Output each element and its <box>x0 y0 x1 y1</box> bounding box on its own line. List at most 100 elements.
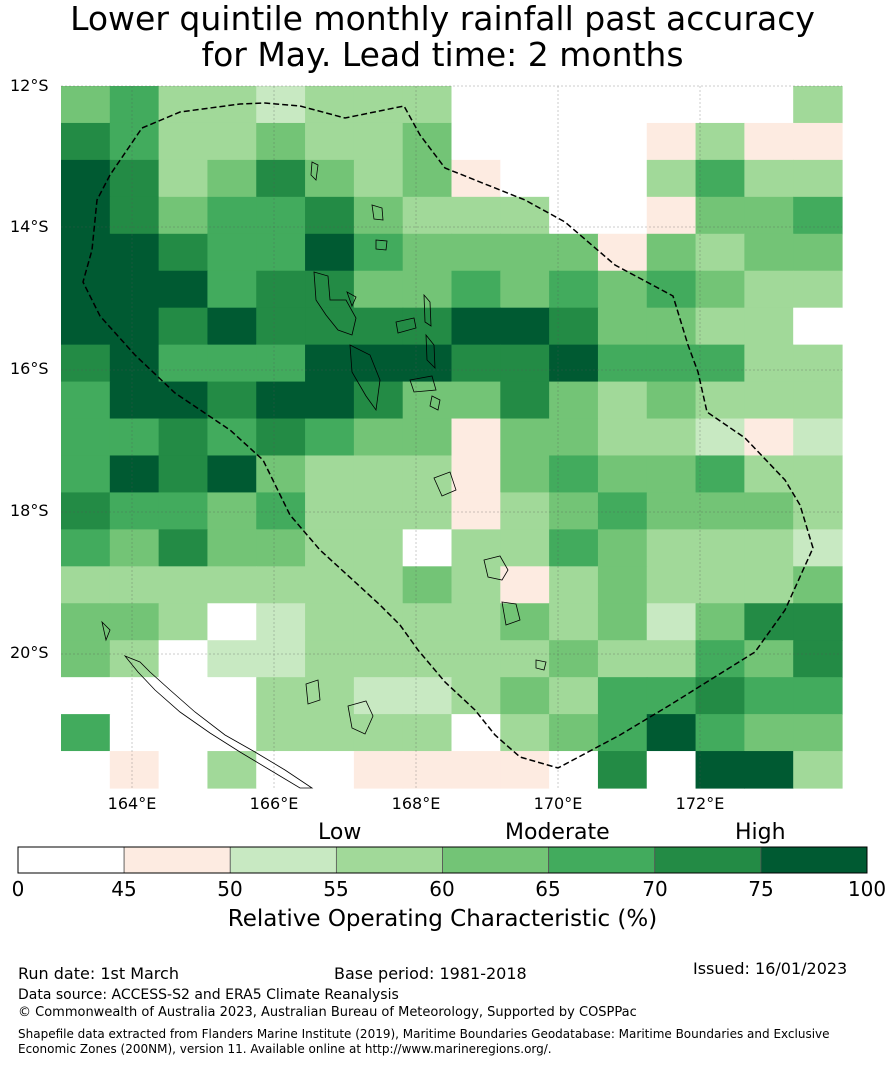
island-outline <box>395 317 417 334</box>
grid-cell <box>353 714 404 752</box>
grid-cell <box>646 603 697 641</box>
grid-cell <box>451 196 501 235</box>
grid-cell <box>500 418 550 457</box>
colorbar-tick: 75 <box>748 877 774 901</box>
grid-cell <box>597 196 648 235</box>
grid-cell <box>158 529 209 567</box>
grid-cell <box>61 418 111 457</box>
grid-cell <box>158 640 209 678</box>
grid-cell <box>256 640 306 678</box>
grid-cell <box>646 381 697 420</box>
grid-cell <box>500 455 550 494</box>
grid-cell <box>402 307 453 346</box>
grid-cell <box>744 640 794 678</box>
grid-cell <box>402 492 453 530</box>
grid-cell <box>305 603 355 641</box>
grid-cell <box>158 714 209 752</box>
grid-cell <box>402 381 453 420</box>
island-outline <box>423 293 432 327</box>
grid-cell <box>451 492 501 530</box>
grid-cell <box>646 566 697 604</box>
grid-cell <box>744 122 794 161</box>
lon-label-164e: 164°E <box>107 794 157 813</box>
colorbar-tick: 55 <box>323 877 349 901</box>
grid-cell <box>646 714 697 752</box>
grid-cell <box>109 381 160 420</box>
grid-cell <box>109 344 160 383</box>
grid-cell <box>451 529 501 567</box>
grid-cell <box>158 677 209 715</box>
eez-boundary <box>82 102 814 769</box>
grid-cell <box>744 751 794 789</box>
grid-cell <box>256 751 306 789</box>
lon-label-168e: 168°E <box>391 794 441 813</box>
grid-cell <box>158 86 209 124</box>
grid-cell <box>158 492 209 530</box>
grid-cell <box>695 270 745 309</box>
grid-cell <box>402 603 453 641</box>
grid-cell <box>109 640 160 678</box>
grid-cell <box>353 492 404 530</box>
grid-cell <box>207 233 257 272</box>
grid-cell <box>695 196 745 235</box>
colorbar-bin <box>442 846 550 874</box>
grid-cell <box>744 714 794 752</box>
grid-cell <box>109 751 160 789</box>
island-outline <box>483 555 509 581</box>
grid-cell <box>353 270 404 309</box>
grid-cell <box>256 86 306 124</box>
grid-cell <box>109 159 160 198</box>
grid-cell <box>549 603 599 641</box>
copyright: © Commonwealth of Australia 2023, Austra… <box>18 1005 637 1020</box>
grid-cell <box>207 344 257 383</box>
grid-cell <box>597 233 648 272</box>
island-outline <box>501 601 521 626</box>
grid-cell <box>305 270 355 309</box>
grid-cell <box>353 418 404 457</box>
grid-cell <box>451 233 501 272</box>
grid-cell <box>305 344 355 383</box>
grid-cell <box>305 418 355 457</box>
grid-cell <box>402 751 453 789</box>
grid-cell <box>305 529 355 567</box>
grid-cell <box>207 751 257 789</box>
graticule <box>61 85 842 788</box>
grid-cell <box>158 196 209 235</box>
grid-cell <box>61 233 111 272</box>
grid-cell <box>402 714 453 752</box>
grid-cell <box>61 677 111 715</box>
grid-cell <box>793 344 843 383</box>
grid-cell <box>402 196 453 235</box>
grid-cell <box>500 751 550 789</box>
grid-cell <box>158 603 209 641</box>
data-source: Data source: ACCESS-S2 and ERA5 Climate … <box>18 987 399 1003</box>
grid-cell <box>549 344 599 383</box>
grid-cell <box>451 122 501 161</box>
grid-cell <box>109 529 160 567</box>
grid-cell <box>793 196 843 235</box>
grid-cell <box>305 196 355 235</box>
grid-cell <box>597 603 648 641</box>
malekula-island-outline <box>349 344 381 412</box>
grid-cell <box>402 529 453 567</box>
grid-cell <box>695 344 745 383</box>
grid-cell <box>61 455 111 494</box>
grid-cell <box>500 529 550 567</box>
grid-cell <box>61 714 111 752</box>
grid-cell <box>256 344 306 383</box>
grid-cell <box>207 418 257 457</box>
grid-cell <box>305 640 355 678</box>
grid-cell <box>61 122 111 161</box>
grid-cell <box>646 529 697 567</box>
grid-cell <box>109 196 160 235</box>
grid-cell <box>305 566 355 604</box>
grid-cell <box>793 122 843 161</box>
grid-cell <box>597 159 648 198</box>
grid-cell <box>597 529 648 567</box>
grid-cell <box>646 122 697 161</box>
grid-cell <box>353 640 404 678</box>
base-period: Base period: 1981-2018 <box>334 964 527 983</box>
grid-cell <box>793 307 843 346</box>
grid-cell <box>500 270 550 309</box>
colorbar-tick: 60 <box>429 877 455 901</box>
